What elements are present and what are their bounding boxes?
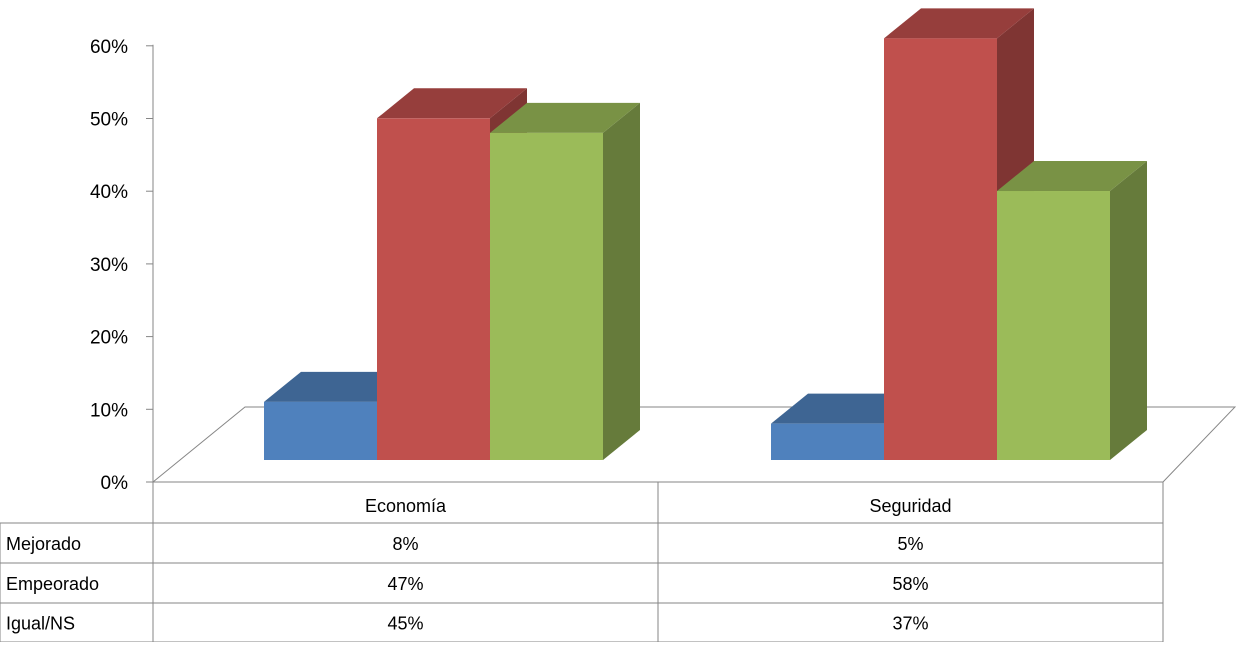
y-tick-label: 10%	[90, 400, 128, 421]
y-tick-label: 30%	[90, 255, 128, 276]
category-label: Seguridad	[869, 496, 951, 516]
bar-mejorado-1	[771, 423, 884, 460]
data-label: 58%	[892, 574, 928, 594]
bar-top-igualns-1	[997, 161, 1147, 192]
bar-mejorado-0	[264, 401, 377, 460]
data-label: 45%	[387, 614, 423, 634]
row-label-igualns: Igual/NS	[6, 614, 75, 634]
y-tick-label: 20%	[90, 328, 128, 349]
row-label-empeorado: Empeorado	[6, 574, 99, 594]
data-label: 8%	[392, 534, 418, 554]
data-table: Economía Seguridad Mejorado 8% 5% Empeorado 47…	[0, 481, 1164, 643]
y-tick-label: 40%	[90, 182, 128, 203]
bar-igualns-0	[490, 132, 603, 460]
y-tick-label: 0%	[101, 473, 129, 494]
y-axis: 0% 10% 20% 30% 40% 50% 60%	[90, 37, 154, 494]
data-label: 37%	[892, 614, 928, 634]
row-label-mejorado: Mejorado	[6, 534, 81, 554]
bar-top-empeorado-1	[884, 8, 1034, 39]
bar-empeorado-0	[377, 118, 490, 460]
bar-top-igualns-0	[490, 102, 640, 133]
data-label: 5%	[897, 534, 923, 554]
bar-igualns-1	[997, 191, 1110, 460]
bars	[264, 8, 1147, 461]
bar-top-empeorado-0	[377, 88, 527, 119]
y-tick-label: 50%	[90, 110, 128, 131]
bar-empeorado-1	[884, 38, 997, 461]
bar-side-igualns-1	[1110, 161, 1147, 460]
bar-side-igualns-0	[603, 102, 640, 460]
bar-top-mejorado-0	[264, 371, 414, 402]
y-tick-label: 60%	[90, 37, 128, 58]
data-label: 47%	[387, 574, 423, 594]
category-label: Economía	[365, 496, 447, 516]
bar-top-mejorado-1	[771, 393, 921, 424]
